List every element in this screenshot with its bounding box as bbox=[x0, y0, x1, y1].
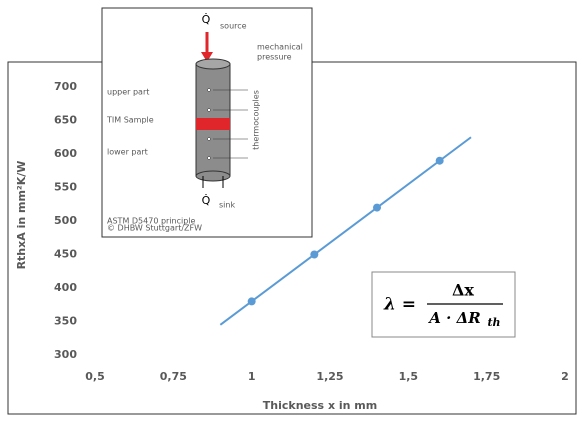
data-point bbox=[373, 203, 381, 212]
thermocouple bbox=[207, 88, 211, 92]
trendline bbox=[219, 136, 472, 326]
x-tick-label: 1,5 bbox=[399, 370, 419, 383]
thermocouple bbox=[207, 108, 211, 112]
y-tick-label: 500 bbox=[54, 214, 77, 227]
y-tick-label: 700 bbox=[54, 80, 77, 93]
y-tick-label: 600 bbox=[54, 147, 77, 160]
inset-diagram: Q̇ source mechanical pressure thermocoup… bbox=[101, 7, 313, 238]
upper-label: upper part bbox=[107, 88, 149, 97]
y-axis-label: RthxA in mm²K/W bbox=[15, 161, 28, 270]
x-axis-label: Thickness x in mm bbox=[263, 399, 377, 412]
x-tick-label: 1,25 bbox=[316, 370, 343, 383]
formula-subscript: th bbox=[487, 316, 500, 329]
pressure-label: pressure bbox=[257, 53, 292, 62]
formula-denominator: A · ΔR bbox=[427, 309, 480, 327]
cylinder-top bbox=[195, 58, 231, 70]
tim-layer bbox=[196, 118, 230, 130]
x-tick-label: 0,5 bbox=[85, 370, 105, 383]
x-tick-label: 1,75 bbox=[473, 370, 500, 383]
formula-numerator: Δx bbox=[452, 281, 474, 300]
y-tick-label: 550 bbox=[54, 181, 77, 194]
data-point bbox=[247, 297, 256, 306]
thermocouples-label: thermocouples bbox=[252, 90, 261, 150]
thermocouple bbox=[207, 137, 211, 141]
tim-label: TIM Sample bbox=[106, 116, 154, 125]
pressure-label: mechanical bbox=[257, 43, 303, 52]
sink-label: sink bbox=[219, 201, 235, 210]
x-tick-label: 1 bbox=[248, 370, 256, 383]
y-tick-label: 400 bbox=[54, 281, 77, 294]
cylinder-bottom bbox=[195, 170, 231, 182]
formula-lhs: λ = bbox=[383, 295, 416, 315]
y-tick-label: 350 bbox=[54, 315, 77, 328]
credit: © DHBW Stuttgart/ZFW bbox=[107, 224, 202, 233]
y-tick-label: 300 bbox=[54, 348, 77, 361]
plot-area: 300 350 400 450 500 550 600 650 700 0,5 0,75 1 1,25 1… bbox=[54, 80, 569, 383]
data-point bbox=[310, 250, 319, 259]
thermocouple bbox=[207, 156, 211, 160]
q-source: Q̇ bbox=[202, 13, 211, 26]
source-label: source bbox=[220, 22, 247, 31]
y-tick-label: 650 bbox=[54, 114, 77, 127]
q-sink: Q̇ bbox=[202, 194, 211, 207]
x-tick-label: 0,75 bbox=[160, 370, 187, 383]
lower-label: lower part bbox=[107, 148, 148, 157]
y-tick-label: 450 bbox=[54, 248, 77, 261]
data-point bbox=[435, 156, 444, 165]
arrow-head bbox=[201, 52, 213, 62]
x-tick-label: 2 bbox=[561, 370, 569, 383]
credit: ASTM D5470 principle bbox=[107, 217, 196, 226]
